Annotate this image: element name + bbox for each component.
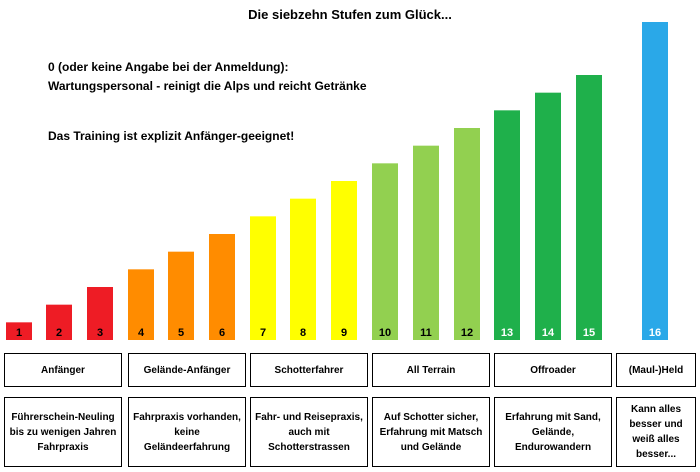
group-description-6: Kann alles besser und weiß alles besser.… <box>616 397 696 467</box>
bar-14 <box>535 92 561 341</box>
bar-5 <box>168 251 194 340</box>
bar-11 <box>413 145 439 340</box>
bar-label-12: 12 <box>461 327 473 339</box>
bar-15 <box>576 75 602 340</box>
bar-10 <box>372 163 398 340</box>
bar-12 <box>454 128 480 340</box>
group-label-2: Gelände-Anfänger <box>128 353 246 387</box>
group-label-6: (Maul-)Held <box>616 353 696 387</box>
bar-16 <box>642 22 668 340</box>
bar-4 <box>128 269 154 340</box>
bar-label-5: 5 <box>178 327 184 339</box>
bar-3 <box>87 287 113 340</box>
bar-label-7: 7 <box>260 327 266 339</box>
bar-label-11: 11 <box>420 327 432 339</box>
bar-label-8: 8 <box>300 327 306 339</box>
note-line-3: Das Training ist explizit Anfänger-geeig… <box>48 129 295 143</box>
group-label-3: Schotterfahrer <box>250 353 368 387</box>
bar-label-16: 16 <box>649 327 661 339</box>
group-label-4: All Terrain <box>372 353 490 387</box>
group-label-5: Offroader <box>494 353 612 387</box>
bar-8 <box>290 198 316 340</box>
group-description-2: Fahrpraxis vorhanden, keine Geländeerfah… <box>128 397 246 467</box>
page-title: Die siebzehn Stufen zum Glück... <box>248 7 452 22</box>
bar-label-6: 6 <box>219 327 225 339</box>
bar-6 <box>209 234 235 340</box>
group-description-3: Fahr- und Reisepraxis, auch mit Schotter… <box>250 397 368 467</box>
note-line-2: Wartungspersonal - reinigt die Alps und … <box>48 79 367 93</box>
bar-13 <box>494 110 520 340</box>
steps-bar-chart: 1 2 3 4 5 6 7 8 9 10 11 12 13 14 15 16 <box>6 22 668 341</box>
bar-label-3: 3 <box>97 327 103 339</box>
bar-7 <box>250 216 276 340</box>
bar-2 <box>46 304 72 340</box>
note-line-1: 0 (oder keine Angabe bei der Anmeldung): <box>48 60 289 74</box>
group-label-1: Anfänger <box>4 353 122 387</box>
group-description-4: Auf Schotter sicher, Erfahrung mit Matsc… <box>372 397 490 467</box>
group-description-1: Führerschein-Neuling bis zu wenigen Jahr… <box>4 397 122 467</box>
bar-1 <box>6 322 32 340</box>
bar-label-14: 14 <box>542 327 555 339</box>
bar-9 <box>331 181 357 340</box>
bar-label-13: 13 <box>501 327 513 339</box>
bar-label-2: 2 <box>56 327 62 339</box>
bar-label-9: 9 <box>341 327 347 339</box>
bar-label-15: 15 <box>583 327 595 339</box>
bar-label-1: 1 <box>16 327 22 339</box>
group-description-5: Erfahrung mit Sand, Gelände, Endurowande… <box>494 397 612 467</box>
bar-label-4: 4 <box>138 327 145 339</box>
bar-label-10: 10 <box>379 327 391 339</box>
